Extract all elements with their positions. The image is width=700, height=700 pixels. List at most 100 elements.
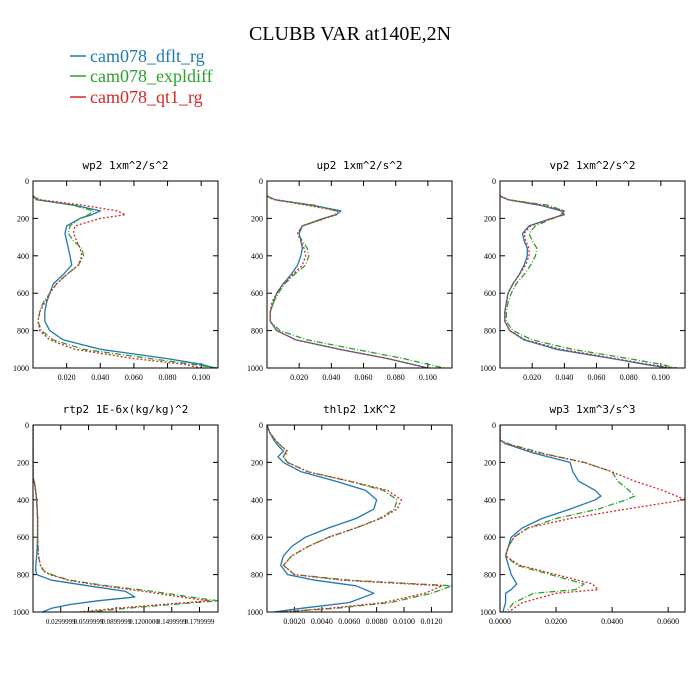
plot-frame	[266, 180, 453, 369]
x-tick-label: 0.040	[322, 373, 340, 382]
x-tick-label: 0.0600	[657, 617, 679, 626]
y-tick-label: 1000	[480, 364, 496, 373]
y-tick-label: 800	[484, 571, 496, 580]
y-tick-label: 200	[251, 458, 263, 467]
series-line-cam078_expldiff	[267, 195, 445, 368]
x-tick-label: 0.1499999	[157, 618, 187, 626]
y-tick-label: 0	[25, 421, 29, 430]
x-tick-label: 0.100	[192, 373, 210, 382]
plot-frame	[32, 424, 219, 613]
x-tick-label: 0.020	[523, 373, 541, 382]
x-tick-label: 0.1200000	[129, 618, 159, 626]
x-tick-label: 0.060	[125, 373, 143, 382]
y-tick-label: 400	[251, 496, 263, 505]
series-line-cam078_qt1_rg	[500, 425, 685, 612]
x-tick-label: 0.080	[620, 373, 638, 382]
x-tick-label: 0.100	[652, 373, 670, 382]
y-tick-label: 400	[17, 496, 29, 505]
y-tick-label: 400	[251, 252, 263, 261]
y-tick-label: 800	[17, 571, 29, 580]
series-line-cam078_qt1_rg	[33, 195, 202, 368]
y-tick-label: 0	[259, 421, 263, 430]
series-line-cam078_qt1_rg	[267, 425, 444, 612]
series-line-cam078_qt1_rg	[267, 195, 429, 368]
plot-frame	[499, 180, 686, 369]
figure-title: CLUBB VAR at140E,2N	[249, 23, 451, 45]
series-line-cam078_qt1_rg	[500, 195, 674, 368]
y-tick-label: 0	[492, 177, 496, 186]
legend: cam078_dflt_rg cam078_expldiff cam078_qt…	[70, 46, 213, 107]
x-tick-label: 0.0400	[601, 617, 623, 626]
subplot-2: up2 1xm^2/s^2 0 200 400 600 800 1000 0.020 0.040…	[247, 159, 453, 382]
series-line-cam078_dflt_rg	[267, 425, 378, 612]
x-tick-label: 0.100	[419, 373, 437, 382]
y-tick-label: 800	[251, 327, 263, 336]
y-tick-label: 1000	[480, 608, 496, 617]
y-tick-label: 400	[484, 252, 496, 261]
y-tick-label: 600	[484, 533, 496, 542]
x-tick-label: 0.080	[387, 373, 405, 382]
y-tick-label: 600	[17, 289, 29, 298]
y-tick-label: 600	[17, 533, 29, 542]
series-line-cam078_dflt_rg	[500, 425, 602, 612]
y-tick-label: 400	[17, 252, 29, 261]
x-tick-label: 0.0599999	[74, 618, 104, 626]
subplot-3: vp2 1xm^2/s^2 0 200 400 600 800 1000 0.020 0.040…	[480, 159, 686, 382]
x-tick-label: 0.0100	[393, 617, 415, 626]
plot-frame	[266, 424, 453, 613]
series-line-cam078_dflt_rg	[267, 195, 429, 368]
series-line-cam078_expldiff	[500, 195, 678, 368]
subplot-title: up2 1xm^2/s^2	[316, 159, 402, 172]
y-tick-label: 600	[484, 289, 496, 298]
x-tick-label: 0.0299999	[46, 618, 76, 626]
y-tick-label: 1000	[13, 364, 29, 373]
series-line-cam078_dflt_rg	[33, 195, 215, 368]
x-tick-label: 0.040	[555, 373, 573, 382]
x-tick-label: 0.0020	[283, 617, 305, 626]
x-tick-label: 0.080	[159, 373, 177, 382]
subplot-title: wp2 1xm^2/s^2	[82, 159, 168, 172]
legend-label-dflt: cam078_dflt_rg	[90, 46, 205, 66]
y-tick-label: 200	[17, 458, 29, 467]
x-tick-label: 0.0200	[545, 617, 567, 626]
series-line-cam078_qt1_rg	[33, 425, 210, 612]
x-tick-label: 0.0899999	[101, 618, 131, 626]
y-tick-label: 200	[484, 458, 496, 467]
series-line-cam078_dflt_rg	[33, 425, 136, 612]
y-tick-label: 1000	[247, 608, 263, 617]
x-tick-label: 0.020	[58, 373, 76, 382]
legend-label-qt1: cam078_qt1_rg	[90, 87, 203, 107]
subplot-title: rtp2 1E-6x(kg/kg)^2	[63, 403, 189, 416]
y-tick-label: 0	[492, 421, 496, 430]
subplot-4: rtp2 1E-6x(kg/kg)^2 0 200 400 600 800 1000 0.02…	[13, 403, 219, 626]
x-tick-label: 0.0080	[366, 617, 388, 626]
series-line-cam078_expldiff	[267, 425, 452, 612]
x-tick-label: 0.060	[588, 373, 606, 382]
y-tick-label: 200	[251, 214, 263, 223]
x-tick-label: 0.0120	[420, 617, 442, 626]
y-tick-label: 200	[484, 214, 496, 223]
y-tick-label: 800	[484, 327, 496, 336]
x-tick-label: 0.0000	[489, 617, 511, 626]
plot-frame	[32, 180, 219, 369]
plot-frame	[499, 424, 686, 613]
x-tick-label: 0.040	[91, 373, 109, 382]
y-tick-label: 400	[484, 496, 496, 505]
y-tick-label: 800	[251, 571, 263, 580]
y-tick-label: 200	[17, 214, 29, 223]
y-tick-label: 600	[251, 533, 263, 542]
y-tick-label: 1000	[13, 608, 29, 617]
x-tick-label: 0.0060	[338, 617, 360, 626]
x-tick-label: 0.060	[355, 373, 373, 382]
series-line-cam078_expldiff	[33, 195, 218, 368]
x-tick-label: 0.020	[290, 373, 308, 382]
series-line-cam078_expldiff	[33, 425, 218, 612]
y-tick-label: 600	[251, 289, 263, 298]
subplot-title: wp3 1xm^3/s^3	[549, 403, 635, 416]
subplot-title: thlp2 1xK^2	[323, 403, 396, 416]
y-tick-label: 0	[25, 177, 29, 186]
series-line-cam078_expldiff	[500, 425, 636, 612]
subplot-1: wp2 1xm^2/s^2 0 200 400 600 800 1000 0.020 0.040…	[13, 159, 219, 382]
